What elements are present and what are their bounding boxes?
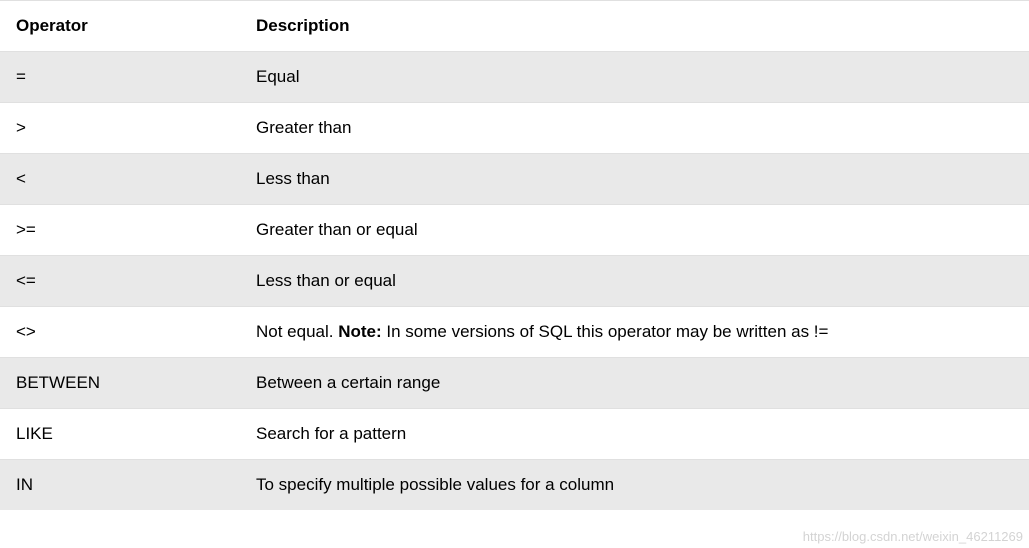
cell-description: Greater than [240, 103, 1029, 154]
table-row: IN To specify multiple possible values f… [0, 460, 1029, 511]
table-row: > Greater than [0, 103, 1029, 154]
table-row: <> Not equal. Note: In some versions of … [0, 307, 1029, 358]
desc-pre: Not equal. [256, 322, 338, 341]
cell-description: Less than [240, 154, 1029, 205]
cell-operator: > [0, 103, 240, 154]
col-header-operator: Operator [0, 1, 240, 52]
cell-operator: LIKE [0, 409, 240, 460]
cell-operator: < [0, 154, 240, 205]
table-row: LIKE Search for a pattern [0, 409, 1029, 460]
table-row: = Equal [0, 52, 1029, 103]
table-row: <= Less than or equal [0, 256, 1029, 307]
note-label: Note: [338, 322, 381, 341]
cell-operator: <> [0, 307, 240, 358]
table-row: BETWEEN Between a certain range [0, 358, 1029, 409]
desc-post: In some versions of SQL this operator ma… [382, 322, 829, 341]
cell-description: Between a certain range [240, 358, 1029, 409]
cell-operator: IN [0, 460, 240, 511]
cell-description: To specify multiple possible values for … [240, 460, 1029, 511]
table-header-row: Operator Description [0, 1, 1029, 52]
cell-operator: = [0, 52, 240, 103]
watermark-text: https://blog.csdn.net/weixin_46211269 [803, 529, 1023, 544]
col-header-description: Description [240, 1, 1029, 52]
cell-description: Greater than or equal [240, 205, 1029, 256]
cell-description: Less than or equal [240, 256, 1029, 307]
table-row: < Less than [0, 154, 1029, 205]
table-row: >= Greater than or equal [0, 205, 1029, 256]
cell-description: Not equal. Note: In some versions of SQL… [240, 307, 1029, 358]
cell-operator: BETWEEN [0, 358, 240, 409]
cell-description: Equal [240, 52, 1029, 103]
cell-description: Search for a pattern [240, 409, 1029, 460]
cell-operator: >= [0, 205, 240, 256]
cell-operator: <= [0, 256, 240, 307]
operators-table: Operator Description = Equal > Greater t… [0, 0, 1029, 510]
